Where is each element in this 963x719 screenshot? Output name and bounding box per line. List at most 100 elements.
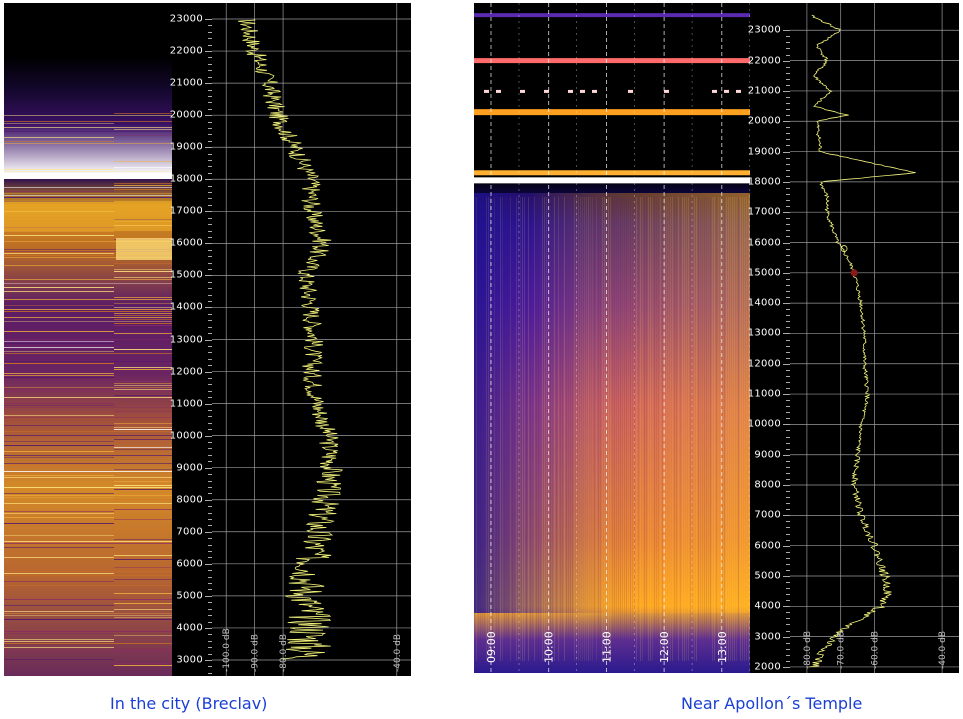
left-freq-minor-tick [208, 672, 212, 674]
right-freq-minor-tick [786, 206, 790, 208]
right-freq-minor-tick [786, 497, 790, 499]
left-freq-minor-tick [208, 538, 212, 540]
left-spectrogram-band [114, 367, 172, 368]
left-spectrogram-band [4, 585, 172, 586]
right-freq-minor-tick [786, 412, 790, 414]
left-freq-minor-tick [208, 461, 212, 463]
left-freq-minor-tick [208, 410, 212, 411]
left-freq-minor-tick [208, 570, 212, 572]
right-spectrogram-streak [596, 197, 597, 661]
left-freq-minor-tick [208, 230, 212, 232]
right-spectrogram-streak [612, 197, 613, 661]
left-freq-minor-tick [208, 95, 212, 97]
left-freq-tick-mark [205, 627, 212, 629]
left-spectrogram-band [4, 503, 172, 504]
left-freq-tick-mark [205, 51, 212, 53]
left-spectrogram-band [114, 135, 172, 136]
left-spectrogram-band [4, 339, 172, 340]
right-spectrogram-dash [496, 89, 501, 93]
left-spectrogram-band [4, 405, 114, 406]
left-freq-minor-tick [208, 358, 212, 360]
right-freq-tick-label: 10000 [747, 418, 781, 430]
right-spectrogram-streak [528, 197, 529, 661]
right-spectrogram-streak [560, 197, 561, 661]
left-freq-tick-label: 18000 [169, 173, 203, 185]
left-spectrogram-band [114, 263, 172, 264]
right-freq-minor-tick [786, 309, 790, 311]
right-freq-minor-tick [786, 345, 790, 347]
right-spectrogram-streak [674, 197, 675, 661]
left-freq-tick-mark [205, 595, 212, 597]
right-spectrogram-streak [748, 197, 749, 661]
left-freq-minor-tick [208, 121, 212, 123]
left-spectrogram-band [4, 511, 114, 512]
left-spectrogram-band [4, 123, 114, 124]
left-freq-minor-tick [208, 313, 212, 315]
right-freq-minor-tick [786, 115, 790, 117]
left-spectrogram-band [4, 137, 114, 138]
right-spectrogram-streak [614, 197, 615, 661]
left-spectrogram-band [114, 519, 172, 520]
left-freq-minor-tick [208, 76, 212, 78]
left-freq-minor-tick [208, 506, 212, 508]
right-freq-tick-label: 23000 [747, 24, 781, 36]
right-spectrogram-streak [680, 197, 681, 661]
left-freq-tick-label: 13000 [169, 334, 203, 345]
right-freq-minor-tick [786, 582, 790, 584]
left-freq-minor-tick [208, 262, 212, 264]
right-freq-tick-mark [783, 90, 790, 92]
right-spectrogram-streak [740, 197, 741, 661]
left-spectrogram-band [4, 581, 114, 582]
right-spectrogram-tone-band [474, 58, 750, 64]
left-freq-tick-mark [205, 179, 212, 181]
left-freq-tick-label: 9000 [176, 462, 203, 474]
left-spectrogram-band [4, 235, 114, 236]
left-spectrogram-band [4, 191, 114, 192]
left-spectrogram-band [4, 493, 114, 494]
left-freq-minor-tick [208, 602, 212, 604]
right-freq-tick-label: 19000 [747, 146, 781, 158]
right-freq-minor-tick [786, 321, 790, 323]
right-freq-tick-mark [783, 60, 790, 62]
left-spectrogram-band [114, 555, 172, 556]
left-freq-minor-tick [208, 647, 212, 649]
left-spectrogram-band [4, 387, 172, 388]
left-spectrogram-band [4, 463, 172, 464]
right-freq-tick-mark [783, 212, 790, 214]
left-spectrogram-band [114, 411, 172, 412]
right-spectrogram-streak [698, 197, 699, 661]
right-freq-minor-tick [786, 36, 790, 38]
right-freq-tick-mark [783, 363, 790, 365]
right-spectrogram-streak [638, 197, 639, 661]
right-freq-minor-tick [786, 224, 790, 226]
right-freq-tick-mark [783, 151, 790, 153]
left-freq-minor-tick [208, 422, 212, 424]
left-plot-level-label: -90.0 dB [251, 634, 261, 672]
right-spectrogram-streak [606, 197, 607, 661]
right-freq-minor-tick [786, 533, 790, 535]
right-spectrogram-dash [664, 89, 669, 93]
right-spectrogram-streak [608, 197, 609, 661]
left-spectrogram-band [4, 641, 114, 642]
right-spectrogram-streak [488, 197, 489, 661]
right-freq-minor-tick [786, 236, 790, 238]
right-spectrogram-streak [742, 197, 743, 661]
left-freq-tick-mark [205, 211, 212, 213]
left-freq-minor-tick [208, 38, 212, 40]
left-freq-minor-tick [208, 557, 212, 559]
right-spectrogram-streak [648, 197, 649, 661]
left-spectrogram-band [114, 183, 172, 184]
left-spectrogram-band [4, 475, 114, 476]
right-plot-level-label: -70.0 dB [837, 631, 847, 669]
left-spectrogram-band [114, 383, 172, 384]
right-spectrogram-streak [590, 197, 591, 661]
left-spectrogram-band [114, 381, 172, 382]
left-spectrogram-band [114, 307, 172, 308]
left-spectrogram-band [114, 269, 172, 270]
left-spectrogram-band [4, 321, 172, 322]
right-freq-minor-tick [786, 84, 790, 86]
right-spectrogram-streak [738, 197, 739, 661]
left-level-plot: -100.0 dB -90.0 dB -80.0 dB -40.0 dB [212, 3, 411, 676]
right-spectrogram-streak [724, 197, 725, 661]
left-freq-tick-mark [205, 467, 212, 469]
